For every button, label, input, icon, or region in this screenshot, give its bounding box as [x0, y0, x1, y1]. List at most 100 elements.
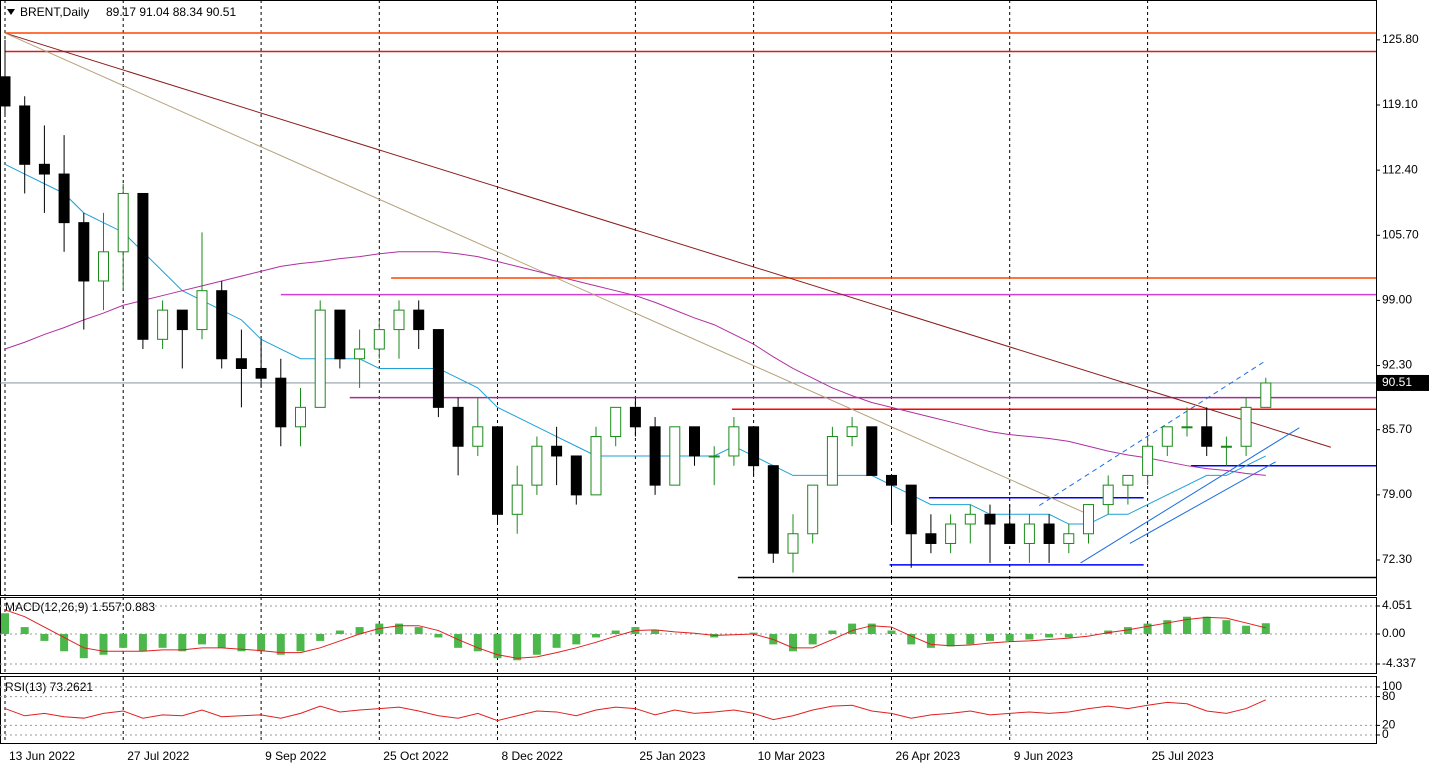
candle-body [1260, 382, 1272, 408]
candle-body [1161, 426, 1173, 447]
y-tick-label: 112.40 [1382, 162, 1418, 176]
candle-body [413, 309, 425, 331]
macd-bar [808, 633, 817, 645]
y-tick-label: 4.051 [1382, 598, 1412, 612]
moving-average [4, 163, 1267, 525]
macd-bar [1183, 616, 1191, 634]
macd-bar [217, 633, 226, 648]
macd-bar [513, 633, 522, 661]
candle-body [964, 513, 976, 525]
macd-bar [1025, 633, 1034, 640]
macd-bar [986, 633, 994, 641]
moving-average [4, 251, 1266, 476]
macd-bar [651, 630, 660, 634]
candle-body [689, 426, 700, 457]
chart-title: BRENT,Daily [20, 5, 89, 19]
macd-bar [178, 633, 187, 652]
candle-body [551, 445, 563, 457]
candle-body [511, 484, 523, 515]
candle-body [373, 329, 385, 350]
candle-body [78, 222, 90, 282]
x-tick-label: 25 Jan 2023 [639, 749, 705, 763]
macd-bar [1242, 625, 1251, 634]
macd-bar [119, 633, 128, 648]
macd-bar [1143, 623, 1152, 634]
candle-body [235, 358, 247, 369]
candle-body [728, 426, 740, 457]
candle-body [1004, 523, 1016, 544]
macd-bar [532, 633, 541, 655]
macd-bar [79, 633, 88, 659]
candle-body [590, 436, 602, 496]
candle-body [1102, 484, 1114, 506]
macd-bar [926, 633, 935, 648]
macd-bar [552, 633, 561, 648]
candle-body [354, 348, 366, 360]
candle-body [196, 290, 208, 331]
y-tick-label: 0.00 [1382, 626, 1406, 640]
candle-body [38, 163, 50, 175]
macd-frame [0, 597, 1377, 674]
macd-bar [789, 633, 797, 652]
macd-bar [493, 633, 502, 659]
candle-body [984, 513, 996, 525]
macd-bar [316, 633, 325, 641]
menu-arrow[interactable] [7, 9, 15, 15]
y-tick-label: 92.30 [1382, 358, 1412, 372]
candle-body [492, 426, 503, 515]
last-price-label: 90.51 [1382, 375, 1412, 389]
macd-bar [158, 633, 167, 648]
candle-body [0, 76, 11, 107]
x-tick-label: 26 Apr 2023 [896, 749, 961, 763]
macd-bar [572, 633, 581, 645]
last-price-box [1377, 374, 1429, 391]
candle-body [432, 329, 444, 408]
x-tick-label: 9 Jun 2023 [1014, 749, 1074, 763]
macd-bar [1005, 633, 1014, 641]
candle-body [1063, 533, 1075, 544]
candle-body [767, 465, 779, 554]
y-tick-label: 79.00 [1382, 487, 1412, 501]
candle-body [1083, 504, 1094, 535]
macd-bar [749, 632, 758, 634]
candle-body [846, 426, 858, 438]
y-tick-label: 125.80 [1382, 32, 1419, 46]
ohlc-readout: 89.17 91.04 88.34 90.51 [106, 5, 236, 19]
candle-body [98, 251, 109, 282]
x-tick-label: 27 Jul 2022 [127, 749, 189, 763]
signal-line [4, 609, 1266, 659]
y-tick-label: 0 [1382, 727, 1389, 741]
macd-bar [1045, 633, 1054, 638]
candle-body [1220, 445, 1232, 448]
x-tick-label: 13 Jun 2022 [9, 749, 75, 763]
candle-body [393, 309, 405, 331]
macd-bar [237, 633, 246, 652]
candle-body [1240, 406, 1252, 447]
candle-body [216, 290, 228, 360]
macd-bar [434, 633, 443, 638]
macd-bar [592, 633, 600, 638]
x-tick-label: 8 Dec 2022 [502, 749, 564, 763]
candle-body [255, 367, 267, 379]
macd-bar [848, 623, 857, 634]
candle-body [886, 474, 897, 486]
rsi-title: RSI(13) 73.2621 [5, 680, 93, 694]
trendline [1080, 427, 1300, 564]
macd-bar [138, 633, 147, 652]
macd-bar [946, 633, 955, 647]
y-tick-label: 99.00 [1382, 293, 1412, 307]
candle-body [629, 406, 641, 428]
macd-bar [276, 633, 285, 655]
candle-body [669, 426, 681, 486]
candle-body [314, 309, 326, 408]
candle-body [570, 455, 582, 496]
candle-body [137, 192, 149, 340]
y-tick-label: 20 [1382, 718, 1396, 732]
candle-body [58, 173, 70, 224]
candle-body [531, 445, 543, 486]
trendline [1038, 360, 1267, 506]
candle-body [176, 309, 188, 331]
candle-body [1043, 523, 1055, 544]
main-frame [0, 0, 1377, 596]
